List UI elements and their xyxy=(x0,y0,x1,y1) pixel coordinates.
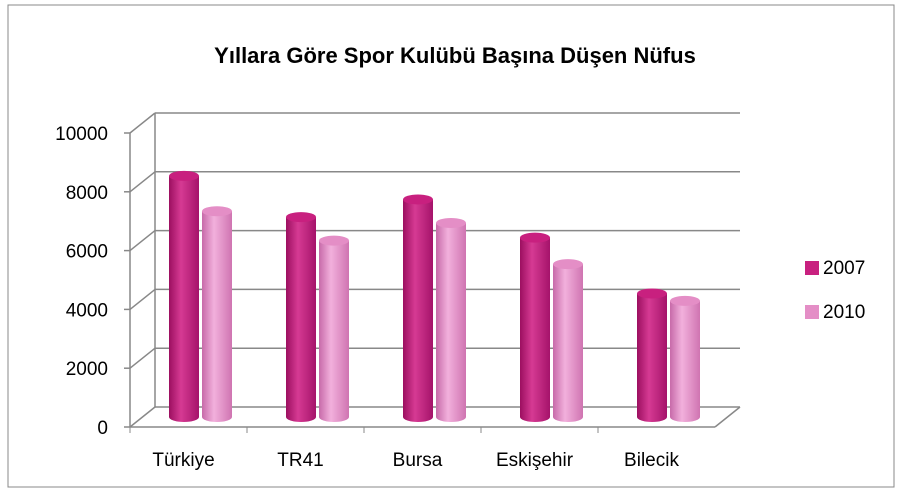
legend-swatch xyxy=(805,261,819,275)
bar-part xyxy=(169,175,199,422)
y-tick-label: 8000 xyxy=(66,183,108,204)
bar xyxy=(403,194,433,422)
bar xyxy=(319,235,349,422)
bar-part xyxy=(637,293,667,422)
legend-label: 2007 xyxy=(823,258,865,279)
x-tick-label: Bursa xyxy=(393,450,443,471)
bar-part xyxy=(637,288,667,299)
bar-part xyxy=(202,206,232,217)
bar-part xyxy=(436,222,466,422)
bar xyxy=(436,217,466,422)
x-tick-label: Türkiye xyxy=(152,450,214,471)
grid-line xyxy=(129,288,156,310)
x-tick-label: TR41 xyxy=(277,450,323,471)
bar-part xyxy=(670,300,700,422)
bar-part xyxy=(403,194,433,205)
y-tick-label: 6000 xyxy=(66,242,108,263)
x-tick-label: Eskişehir xyxy=(496,450,574,471)
bar-part xyxy=(202,211,232,422)
chart-title: Yıllara Göre Spor Kulübü Başına Düşen Nü… xyxy=(214,43,696,68)
bar xyxy=(670,295,700,422)
grid-line xyxy=(129,230,156,252)
y-tick-label: 0 xyxy=(97,418,108,439)
bar-part xyxy=(403,199,433,422)
bar xyxy=(286,212,316,422)
bar-part xyxy=(286,212,316,223)
legend-label: 2010 xyxy=(823,302,865,323)
grid-line xyxy=(129,406,156,428)
grid-line xyxy=(129,112,156,134)
bar-part xyxy=(169,170,199,181)
y-tick-label: 2000 xyxy=(66,359,108,380)
bar-part xyxy=(319,235,349,246)
bar-part xyxy=(286,217,316,422)
bar-part xyxy=(553,264,583,422)
bar-part xyxy=(670,295,700,306)
y-tick-label: 4000 xyxy=(66,300,108,321)
bar xyxy=(520,232,550,422)
y-tick-label: 10000 xyxy=(55,124,108,145)
bar-part xyxy=(520,237,550,422)
grid-line xyxy=(129,347,156,369)
grid-line xyxy=(129,171,156,193)
bar xyxy=(169,170,199,422)
bar xyxy=(553,259,583,422)
bar xyxy=(637,288,667,422)
legend-swatch xyxy=(805,305,819,319)
floor-right xyxy=(714,406,741,428)
x-tick-label: Bilecik xyxy=(624,450,679,471)
bar-part xyxy=(436,217,466,228)
bar-part xyxy=(553,259,583,270)
bar-part xyxy=(319,240,349,422)
bar xyxy=(202,206,232,422)
bar-part xyxy=(520,232,550,243)
